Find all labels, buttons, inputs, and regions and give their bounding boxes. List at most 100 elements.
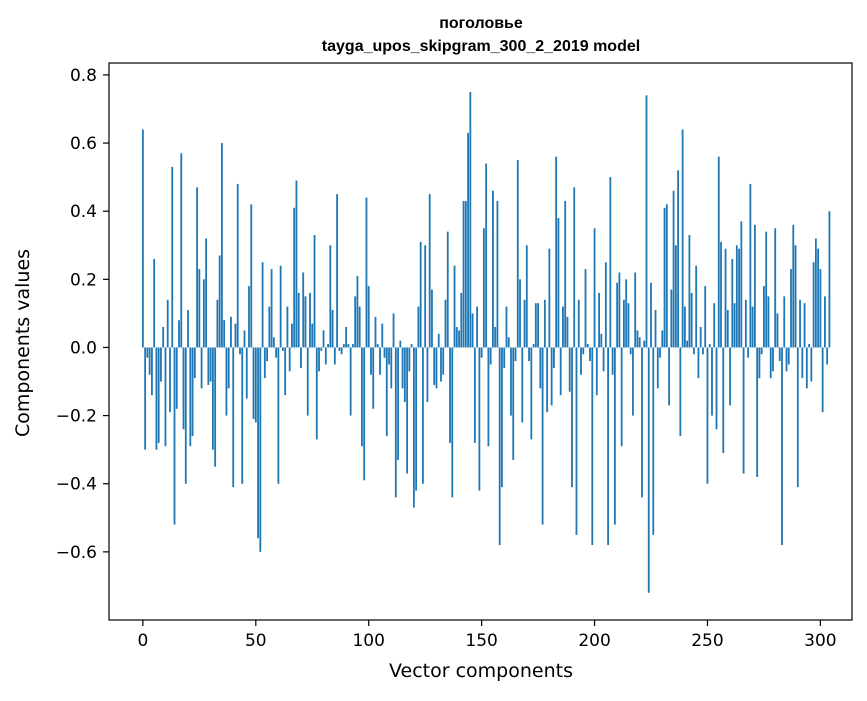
- bar-component-87: [338, 347, 341, 351]
- bar-component-265: [740, 221, 743, 348]
- y-tick-label: −0.2: [56, 407, 97, 427]
- bar-component-214: [625, 279, 628, 348]
- bar-component-142: [462, 200, 465, 348]
- bar-component-61: [279, 265, 282, 348]
- bar-component-38: [227, 347, 230, 389]
- bar-component-57: [270, 269, 273, 348]
- bar-component-1: [144, 347, 147, 450]
- bar-component-5: [153, 258, 156, 348]
- bar-component-193: [577, 299, 580, 348]
- bar-component-71: [302, 272, 305, 348]
- bar-component-225: [650, 282, 652, 348]
- x-tick-label: 300: [804, 631, 836, 651]
- bar-component-261: [731, 258, 734, 348]
- bar-component-75: [311, 323, 314, 348]
- bar-component-168: [521, 347, 524, 423]
- bar-component-52: [259, 347, 262, 552]
- bar-component-30: [209, 347, 212, 382]
- y-tick-label: −0.4: [56, 475, 97, 495]
- bar-component-104: [376, 344, 379, 348]
- bar-component-199: [591, 347, 594, 546]
- bar-component-150: [480, 347, 483, 358]
- bar-component-145: [469, 91, 472, 348]
- bar-component-46: [245, 347, 248, 399]
- bar-component-37: [225, 347, 228, 416]
- bar-component-0: [141, 129, 144, 348]
- bar-component-285: [785, 347, 788, 372]
- bar-component-19: [184, 347, 187, 484]
- bar-component-266: [742, 347, 745, 474]
- bar-component-209: [613, 347, 616, 525]
- bar-component-185: [559, 347, 562, 396]
- bar-component-233: [668, 347, 670, 406]
- bar-component-174: [534, 303, 537, 348]
- y-tick-label: 0.8: [70, 66, 97, 86]
- bar-component-220: [638, 337, 641, 348]
- bar-component-70: [300, 347, 302, 368]
- bar-component-192: [575, 347, 578, 535]
- bar-component-59: [275, 347, 278, 358]
- bar-component-250: [706, 347, 709, 484]
- chart-title: поголовье: [439, 15, 523, 32]
- bar-component-195: [582, 347, 585, 355]
- bar-component-74: [309, 292, 311, 348]
- x-tick-label: 250: [691, 631, 723, 651]
- bar-component-79: [320, 347, 323, 351]
- bar-component-96: [358, 306, 361, 348]
- bar-component-98: [363, 347, 366, 481]
- bar-component-207: [609, 177, 612, 348]
- bar-component-213: [623, 299, 625, 348]
- bar-component-81: [324, 347, 327, 365]
- bar-component-103: [374, 316, 377, 348]
- bar-component-242: [688, 235, 691, 348]
- bar-component-33: [216, 299, 219, 348]
- bar-component-39: [230, 316, 232, 348]
- bar-component-215: [627, 303, 630, 348]
- bar-component-264: [738, 248, 740, 348]
- bar-component-177: [541, 347, 544, 525]
- bar-component-122: [417, 306, 420, 348]
- x-tick-label: 50: [245, 631, 267, 651]
- bar-component-47: [248, 286, 250, 348]
- bar-component-45: [243, 330, 246, 348]
- bar-component-304: [828, 211, 831, 348]
- bar-component-173: [532, 344, 535, 348]
- bar-component-274: [760, 347, 763, 355]
- bar-component-21: [189, 347, 192, 447]
- bar-component-36: [223, 320, 226, 348]
- bar-component-29: [207, 347, 210, 385]
- bar-component-73: [306, 347, 309, 416]
- bar-component-55: [266, 347, 268, 362]
- bar-component-201: [595, 347, 598, 396]
- bar-component-60: [277, 347, 280, 484]
- bar-component-190: [571, 347, 573, 488]
- bar-component-226: [652, 347, 655, 535]
- bar-component-161: [505, 306, 508, 348]
- bar-component-302: [824, 296, 826, 348]
- bar-component-234: [670, 289, 673, 348]
- bar-component-246: [697, 347, 700, 379]
- bar-component-296: [810, 347, 813, 382]
- bar-component-184: [557, 218, 560, 348]
- bar-component-40: [232, 347, 235, 488]
- bar-component-67: [293, 207, 296, 348]
- bar-component-197: [586, 344, 589, 348]
- bar-component-181: [550, 347, 553, 406]
- bar-component-130: [435, 347, 438, 389]
- bar-component-28: [205, 238, 208, 348]
- bar-component-230: [661, 330, 664, 348]
- bar-component-297: [812, 262, 815, 348]
- bar-component-137: [451, 347, 454, 498]
- bar-component-80: [322, 330, 325, 348]
- bar-component-51: [257, 347, 259, 539]
- bar-component-4: [151, 347, 153, 396]
- bar-component-295: [808, 344, 810, 348]
- bar-component-138: [453, 265, 456, 348]
- bar-component-140: [458, 330, 460, 348]
- bar-component-293: [803, 303, 806, 348]
- bar-component-263: [735, 245, 738, 348]
- bar-component-257: [722, 347, 725, 454]
- bar-component-85: [333, 347, 336, 365]
- bar-component-113: [397, 347, 399, 460]
